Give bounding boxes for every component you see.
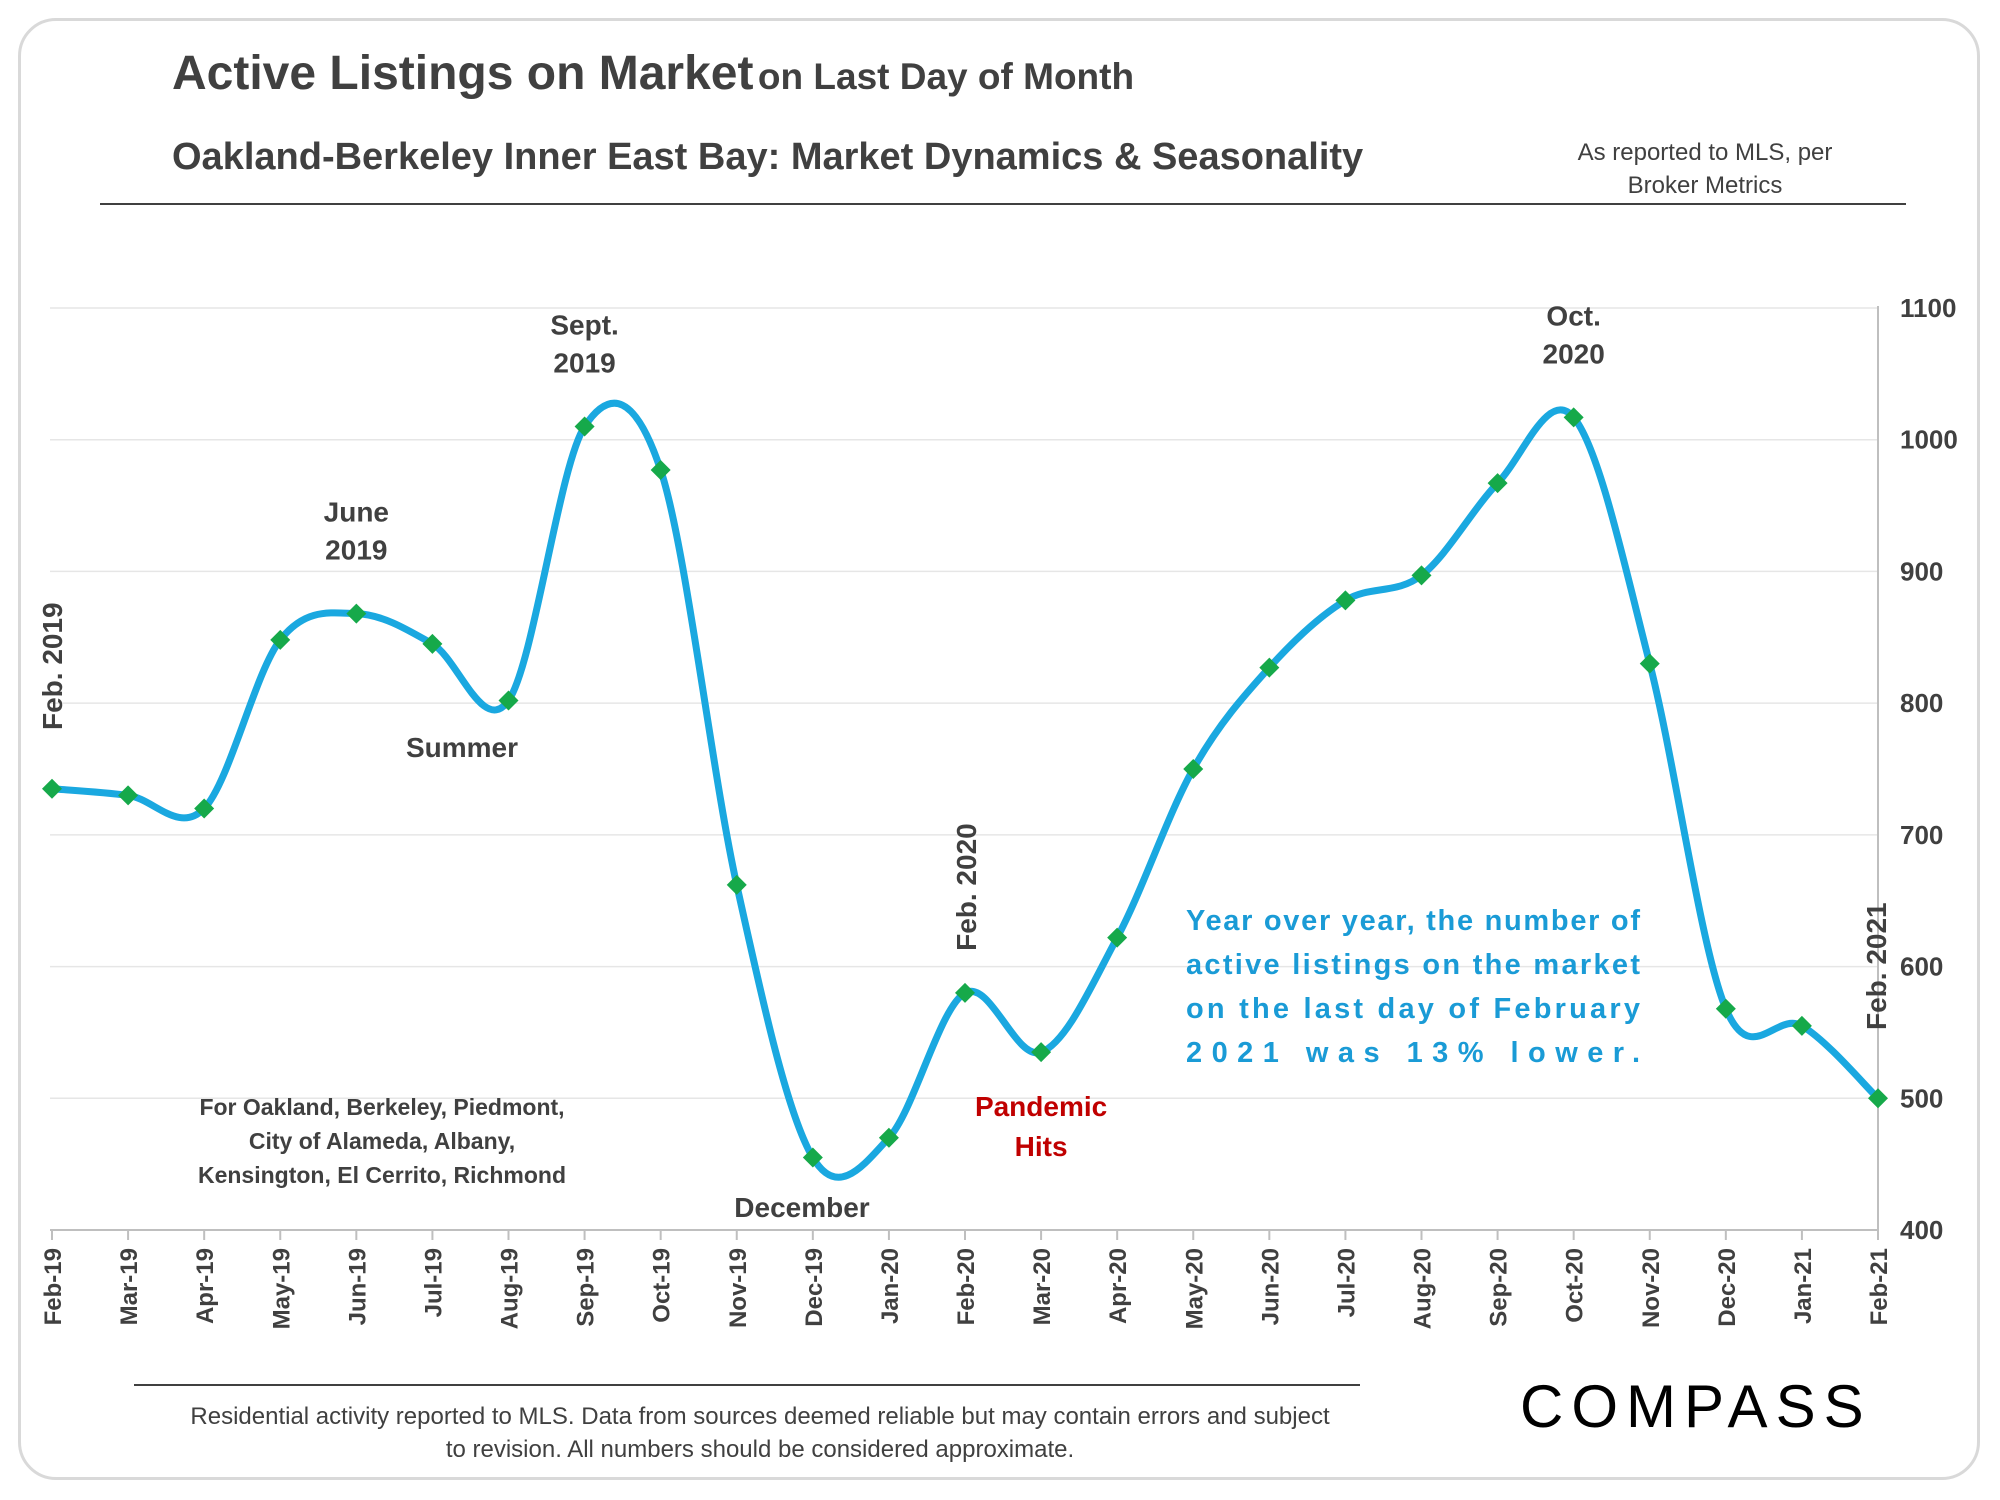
header-divider [100,203,1906,205]
date-annotation: Feb. 2019 [37,602,68,730]
yoy-callout: Year over year, the number of [1186,905,1640,937]
y-tick-label: 500 [1900,1083,1943,1113]
data-point [955,982,975,1003]
peak-label: 2019 [325,535,387,566]
footer-divider [134,1384,1360,1386]
y-tick-label: 900 [1900,556,1943,586]
y-tick-label: 800 [1900,688,1943,718]
x-tick-label: Oct-19 [649,1248,676,1323]
date-annotation: Feb. 2021 [1861,902,1892,1030]
season-label: December [734,1192,870,1223]
x-tick-label: Oct-20 [1562,1248,1589,1323]
data-point [1107,927,1128,948]
yoy-callout: 2021 was 13% lower. [1186,1037,1640,1069]
x-tick-label: Feb-20 [953,1248,980,1325]
x-tick-label: Dec-19 [801,1248,828,1327]
data-point [118,785,139,806]
y-tick-label: 1100 [1900,293,1956,323]
source-note: As reported to MLS, per Broker Metrics [1577,139,1833,199]
x-tick-label: Nov-19 [725,1248,752,1328]
data-point [1031,1042,1052,1063]
x-tick-label: Nov-20 [1638,1248,1665,1328]
peak-label: Oct. [1546,300,1600,331]
coverage-note: Kensington, El Cerrito, Richmond [198,1162,566,1188]
x-tick-label: Jun-19 [344,1248,371,1325]
data-point [1183,759,1204,779]
x-tick-label: Jul-19 [420,1248,447,1317]
x-tick-label: Aug-20 [1410,1248,1437,1329]
peak-label: Sept. [550,310,618,341]
data-point [422,633,443,654]
data-point [1563,407,1584,428]
x-tick-label: May-19 [268,1248,295,1329]
data-point [1715,998,1736,1019]
x-tick-label: Jan-21 [1790,1248,1817,1324]
coverage-note: For Oakland, Berkeley, Piedmont, [199,1094,564,1120]
chart-frame [18,18,1980,1480]
peak-label: June [324,497,389,528]
yoy-callout: active listings on the market [1186,949,1640,981]
footer-disclaimer: Residential activity reported to MLS. Da… [190,1403,1330,1463]
x-tick-label: Mar-19 [116,1248,143,1325]
coverage-note: City of Alameda, Albany, [249,1128,515,1154]
compass-logo: COMPASS [1520,1373,1872,1440]
y-tick-label: 400 [1900,1215,1943,1245]
chart-title: Active Listings on Market on Last Day of… [172,46,1134,101]
data-point [1335,590,1356,611]
data-point [270,629,291,650]
x-tick-label: Apr-20 [1105,1248,1132,1324]
pandemic-label: Hits [1015,1131,1068,1162]
data-point [1487,473,1508,494]
yoy-callout: on the last day of February [1186,993,1640,1025]
season-label: Summer [406,732,518,763]
data-point [1791,1015,1812,1036]
chart-subtitle: Oakland-Berkeley Inner East Bay: Market … [172,136,1364,178]
x-tick-label: Jan-20 [877,1248,904,1324]
x-tick-label: Jul-20 [1333,1248,1360,1317]
x-tick-label: Mar-20 [1029,1248,1056,1325]
data-point [194,798,215,819]
x-tick-label: Sep-20 [1486,1248,1513,1327]
data-point [42,778,62,799]
data-point [878,1127,899,1148]
data-point [650,460,671,481]
x-tick-label: Feb-19 [40,1248,67,1325]
data-point [802,1147,823,1168]
title-main: Active Listings on Market [172,47,754,100]
data-point [726,874,747,895]
data-point [1411,565,1432,586]
data-point [346,603,367,624]
data-point [574,416,595,437]
data-point [1868,1088,1888,1109]
x-tick-label: Sep-19 [573,1248,600,1327]
data-point [1639,653,1660,674]
data-point [498,690,519,711]
title-suffix: on Last Day of Month [757,56,1135,97]
x-tick-label: May-20 [1181,1248,1208,1329]
pandemic-label: Pandemic [975,1091,1107,1122]
y-tick-label: 700 [1900,820,1943,850]
series-line [51,399,1881,1181]
date-annotation: Feb. 2020 [951,823,982,951]
peak-label: 2020 [1543,338,1605,369]
x-tick-label: Feb-21 [1866,1248,1893,1325]
y-tick-label: 1000 [1900,425,1958,455]
x-tick-label: Dec-20 [1714,1248,1741,1327]
x-tick-label: Jun-20 [1257,1248,1284,1325]
y-tick-label: 600 [1900,952,1943,982]
x-tick-label: Aug-19 [497,1248,524,1329]
data-point [1259,657,1280,678]
x-tick-label: Apr-19 [192,1248,219,1324]
peak-label: 2019 [553,348,615,379]
